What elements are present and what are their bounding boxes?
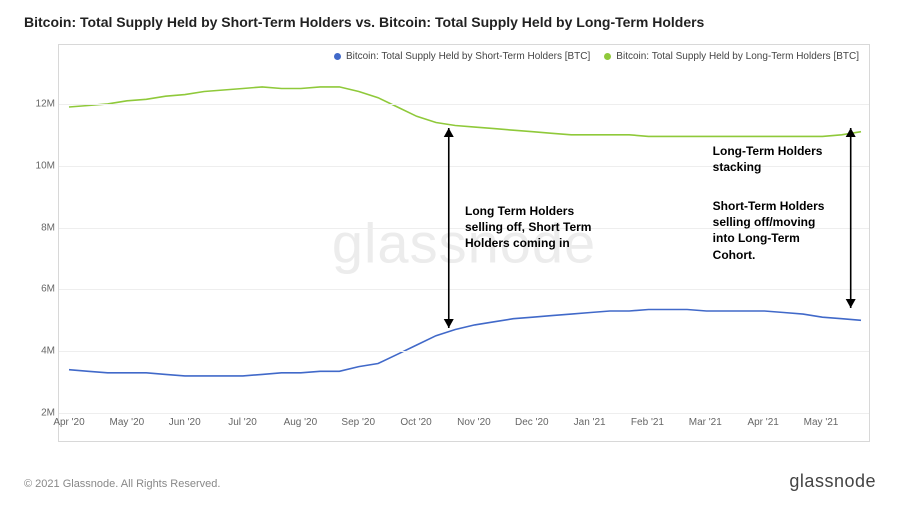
y-tick-label: 6M	[41, 284, 55, 295]
legend-item-long-term: Bitcoin: Total Supply Held by Long-Term …	[604, 51, 859, 62]
short-term-line	[69, 310, 861, 376]
x-tick-label: Dec '20	[515, 417, 549, 428]
annotation-short-term-moving: Short-Term Holders selling off/moving in…	[713, 198, 825, 263]
gridline	[59, 104, 869, 105]
legend-dot-long-term	[604, 53, 611, 60]
gridline	[59, 289, 869, 290]
x-tick-label: Mar '21	[689, 417, 722, 428]
footer: © 2021 Glassnode. All Rights Reserved. g…	[24, 471, 876, 492]
x-tick-label: May '21	[804, 417, 839, 428]
x-tick-label: Feb '21	[631, 417, 664, 428]
x-tick-label: Nov '20	[457, 417, 491, 428]
plot-area: Long Term Holders selling off, Short Ter…	[59, 73, 869, 413]
annotation-selling-off: Long Term Holders selling off, Short Ter…	[465, 203, 591, 252]
x-tick-label: Sep '20	[341, 417, 375, 428]
legend-label-long-term: Bitcoin: Total Supply Held by Long-Term …	[616, 51, 859, 62]
x-tick-label: May '20	[109, 417, 144, 428]
x-tick-label: Apr '20	[53, 417, 84, 428]
legend-label-short-term: Bitcoin: Total Supply Held by Short-Term…	[346, 51, 590, 62]
gridline	[59, 351, 869, 352]
chart-title: Bitcoin: Total Supply Held by Short-Term…	[24, 14, 704, 30]
legend: Bitcoin: Total Supply Held by Short-Term…	[334, 51, 859, 62]
x-axis-labels: Apr '20May '20Jun '20Jul '20Aug '20Sep '…	[59, 417, 869, 435]
long-term-line	[69, 87, 861, 136]
brand-logo: glassnode	[789, 471, 876, 492]
y-tick-label: 12M	[36, 98, 55, 109]
chart-container: Bitcoin: Total Supply Held by Short-Term…	[58, 44, 870, 442]
copyright: © 2021 Glassnode. All Rights Reserved.	[24, 478, 220, 490]
y-axis-labels: 2M4M6M8M10M12M	[25, 73, 55, 413]
x-tick-label: Aug '20	[284, 417, 318, 428]
y-tick-label: 4M	[41, 346, 55, 357]
legend-dot-short-term	[334, 53, 341, 60]
x-tick-label: Jan '21	[574, 417, 606, 428]
x-tick-label: Jul '20	[228, 417, 257, 428]
y-tick-label: 8M	[41, 222, 55, 233]
x-tick-label: Apr '21	[747, 417, 778, 428]
x-tick-label: Oct '20	[400, 417, 431, 428]
gridline	[59, 413, 869, 414]
x-tick-label: Jun '20	[169, 417, 201, 428]
y-tick-label: 10M	[36, 160, 55, 171]
legend-item-short-term: Bitcoin: Total Supply Held by Short-Term…	[334, 51, 590, 62]
annotation-stacking: Long-Term Holders stacking	[713, 143, 823, 175]
